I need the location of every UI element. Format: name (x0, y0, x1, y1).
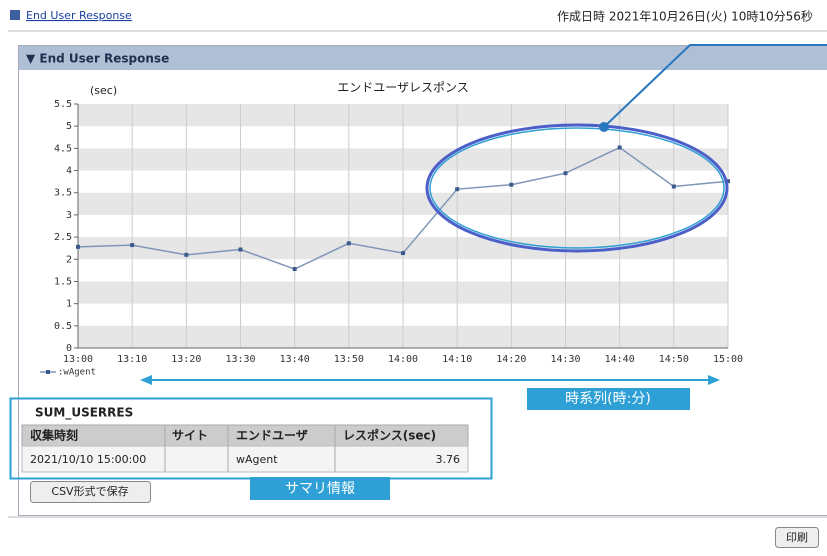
annotation-box (250, 477, 390, 500)
x-tick-label: 13:40 (280, 354, 310, 365)
y-tick-label: 5.5 (54, 99, 72, 110)
table-title: SUM_USERRES (35, 406, 133, 421)
y-tick-label: 1.5 (54, 276, 72, 287)
column-header: エンドユーザ (236, 429, 308, 443)
column-header: サイト (172, 429, 208, 443)
point (563, 171, 568, 176)
link-icon (10, 10, 20, 20)
callout-dot (599, 122, 609, 132)
x-tick-label: 14:30 (550, 354, 580, 365)
y-tick-label: 4 (66, 166, 72, 177)
csv-button-label[interactable]: CSV形式で保存 (51, 484, 128, 498)
y-tick-label: 4.5 (54, 143, 72, 154)
cell: 2021/10/10 15:00:00 (30, 453, 146, 466)
y-tick-label: 5 (66, 121, 72, 132)
chart-title: エンドユーザレスポンス (337, 81, 469, 95)
header-link[interactable]: End User Response (26, 9, 132, 22)
x-tick-label: 14:40 (605, 354, 635, 365)
y-tick-label: 2 (66, 254, 72, 265)
column-header: レスポンス(sec) (343, 428, 436, 443)
cell: 3.76 (436, 453, 461, 466)
annotation-box (527, 388, 690, 410)
point (455, 187, 460, 192)
point (292, 267, 297, 272)
panel-header (19, 46, 827, 70)
x-tick-label: 14:10 (442, 354, 472, 365)
y-tick-label: 0 (66, 343, 72, 354)
point (509, 182, 514, 187)
x-tick-label: 14:20 (496, 354, 526, 365)
csv-button[interactable] (30, 481, 151, 503)
annotation-label: 時系列(時:分) (565, 391, 651, 407)
y-tick-label: 3.5 (54, 188, 72, 199)
print-button[interactable] (775, 527, 819, 548)
point (346, 241, 351, 246)
table-row (21, 445, 469, 473)
x-tick-label: 13:20 (171, 354, 201, 365)
x-tick-label: 13:30 (225, 354, 255, 365)
y-tick-label: 3 (66, 210, 72, 221)
annotation-label: サマリ情報 (285, 481, 355, 497)
y-tick-label: 1 (66, 299, 72, 310)
y-axis-label: (sec) (90, 84, 117, 97)
x-tick-label: 14:50 (659, 354, 689, 365)
x-tick-label: 13:10 (117, 354, 147, 365)
panel-title[interactable]: ▼ End User Response (26, 52, 169, 66)
point (401, 251, 405, 256)
highlight-ellipse (425, 123, 729, 253)
column-header: 収集時刻 (30, 428, 78, 443)
point (76, 244, 80, 249)
cell: wAgent (236, 453, 278, 466)
point (617, 145, 622, 150)
y-tick-label: 0.5 (54, 321, 72, 332)
y-tick-label: 2.5 (54, 232, 72, 243)
x-tick-label: 13:00 (63, 354, 93, 365)
created-time: 作成日時 2021年10月26日(火) 10時10分56秒 (557, 10, 813, 24)
x-tick-label: 15:00 (713, 354, 743, 365)
point (184, 252, 189, 257)
point (238, 247, 243, 252)
print-button-label[interactable]: 印刷 (786, 531, 808, 544)
point (726, 179, 730, 184)
x-tick-label: 14:00 (388, 354, 418, 365)
x-tick-label: 13:50 (334, 354, 364, 365)
callout-line (603, 44, 827, 128)
legend-label: :wAgent (58, 368, 96, 378)
legend-marker (46, 370, 50, 374)
point (130, 243, 135, 248)
point (671, 184, 676, 189)
